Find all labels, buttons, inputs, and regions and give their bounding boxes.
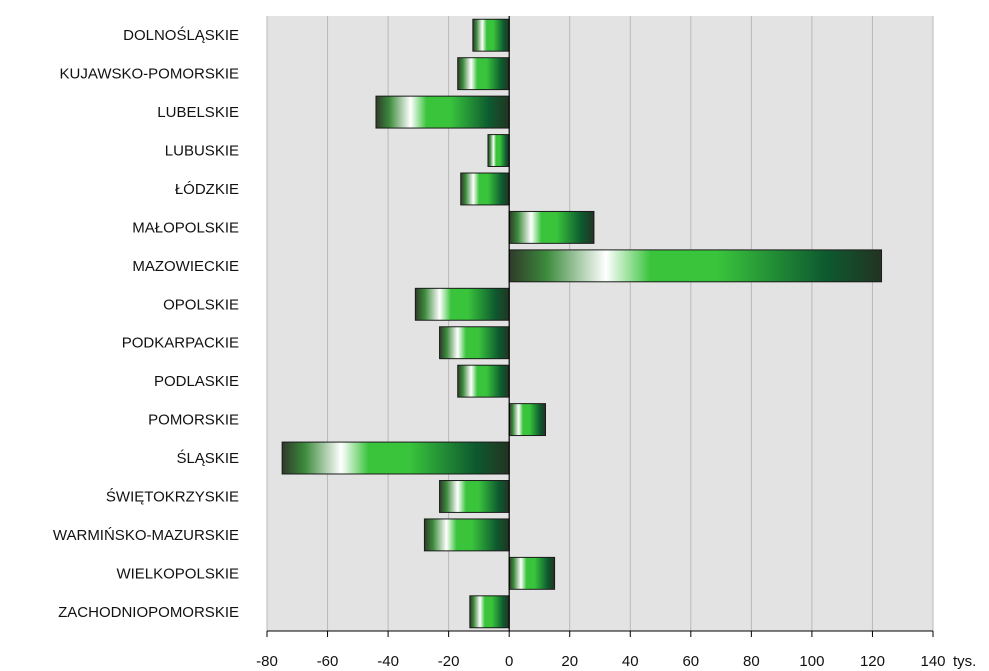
bar-5: [460, 172, 510, 206]
category-label-5: ŁÓDZKIE: [175, 181, 239, 198]
x-unit-label: tys.: [953, 653, 976, 670]
x-tick-label-2: -40: [377, 653, 399, 670]
x-tick-label-5: 20: [561, 653, 578, 670]
category-label-11: POMORSKIE: [148, 412, 239, 429]
axes: [266, 16, 934, 637]
category-label-8: OPOLSKIE: [163, 296, 239, 313]
x-tick-label-4: 0: [505, 653, 513, 670]
x-tick-label-10: 120: [860, 653, 885, 670]
bar-9: [439, 326, 510, 360]
x-tick-label-8: 80: [743, 653, 760, 670]
x-tick-label-9: 100: [799, 653, 824, 670]
bar-10: [457, 364, 510, 398]
bar-8: [414, 287, 510, 321]
category-label-15: WIELKOPOLSKIE: [116, 565, 239, 582]
x-tick-label-6: 40: [622, 653, 639, 670]
bar-11: [508, 403, 547, 437]
bar-3: [375, 95, 510, 129]
category-label-1: DOLNOŚLĄSKIE: [123, 26, 239, 44]
bar-7: [508, 249, 883, 283]
category-label-10: PODLASKIE: [154, 373, 239, 390]
bar-6: [508, 210, 595, 244]
category-label-2: KUJAWSKO-POMORSKIE: [60, 66, 239, 83]
bar-12: [281, 441, 510, 475]
x-tick-label-1: -60: [317, 653, 339, 670]
plot-background: [267, 16, 933, 631]
category-label-9: PODKARPACKIE: [122, 335, 239, 352]
bar-15: [508, 556, 556, 590]
category-label-12: ŚLĄSKIE: [176, 449, 239, 467]
category-label-3: LUBELSKIE: [157, 104, 239, 121]
category-label-14: WARMIŃSKO-MAZURSKIE: [53, 527, 239, 544]
bar-1: [472, 18, 510, 52]
x-tick-label-0: -80: [256, 653, 278, 670]
bar-4: [487, 134, 510, 167]
bar-13: [439, 480, 510, 513]
labels: -80 -60 -40 -20 0 20 40 60 80 100 120 140 tys. DOLNOŚ…: [53, 26, 976, 670]
category-label-6: MAŁOPOLSKIE: [132, 219, 239, 236]
category-label-13: ŚWIĘTOKRZYSKIE: [106, 487, 239, 505]
x-tick-label-11: 140: [920, 653, 945, 670]
category-label-7: MAZOWIECKIE: [132, 258, 239, 275]
bar-2: [457, 57, 510, 91]
category-label-4: LUBUSKIE: [165, 143, 239, 160]
bar-16: [469, 595, 510, 629]
category-label-16: ZACHODNIOPOMORSKIE: [58, 604, 239, 621]
plot-area: [267, 16, 933, 631]
bar-14: [423, 518, 510, 552]
x-tick-label-7: 60: [682, 653, 699, 670]
x-tick-label-3: -20: [438, 653, 460, 670]
